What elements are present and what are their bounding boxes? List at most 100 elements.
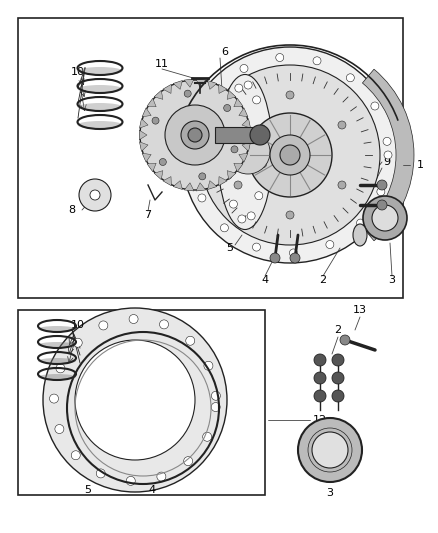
Polygon shape [163, 176, 171, 186]
Ellipse shape [353, 224, 367, 246]
Polygon shape [154, 90, 163, 99]
Circle shape [223, 136, 231, 144]
Polygon shape [184, 183, 194, 191]
Circle shape [184, 90, 191, 97]
Circle shape [99, 321, 108, 330]
Text: 10: 10 [71, 320, 85, 330]
Circle shape [165, 105, 225, 165]
Text: 7: 7 [145, 210, 152, 220]
Circle shape [231, 146, 238, 153]
Polygon shape [196, 79, 206, 87]
Text: 13: 13 [353, 305, 367, 315]
Polygon shape [239, 108, 248, 117]
Polygon shape [242, 119, 251, 128]
Polygon shape [173, 80, 182, 90]
Text: 12: 12 [313, 415, 327, 425]
Circle shape [247, 212, 255, 220]
Circle shape [259, 160, 267, 168]
Circle shape [90, 190, 100, 200]
Polygon shape [243, 130, 251, 140]
Circle shape [363, 196, 407, 240]
Circle shape [250, 125, 270, 145]
Circle shape [75, 340, 195, 460]
Circle shape [186, 336, 195, 345]
Circle shape [332, 390, 344, 402]
Circle shape [252, 243, 261, 251]
Circle shape [79, 179, 111, 211]
Circle shape [230, 200, 237, 208]
Polygon shape [227, 171, 236, 180]
Circle shape [181, 121, 209, 149]
Circle shape [377, 188, 385, 196]
Circle shape [377, 180, 387, 190]
Circle shape [332, 372, 344, 384]
Text: 3: 3 [326, 488, 333, 498]
Polygon shape [173, 181, 182, 190]
Circle shape [224, 104, 231, 111]
Circle shape [188, 158, 196, 166]
Text: 4: 4 [148, 485, 155, 495]
Circle shape [159, 320, 169, 329]
Circle shape [372, 205, 398, 231]
Text: 2: 2 [335, 325, 342, 335]
Circle shape [270, 135, 310, 175]
Ellipse shape [38, 342, 76, 348]
Circle shape [286, 91, 294, 99]
Circle shape [56, 364, 65, 373]
Text: 9: 9 [383, 157, 391, 167]
Circle shape [227, 104, 235, 112]
Circle shape [220, 224, 229, 232]
Circle shape [198, 194, 206, 202]
Circle shape [312, 432, 348, 468]
Circle shape [313, 57, 321, 65]
Circle shape [270, 253, 280, 263]
Bar [18, 310, 265, 495]
Polygon shape [184, 79, 194, 87]
Circle shape [226, 130, 270, 174]
Text: 2: 2 [319, 275, 327, 285]
Circle shape [290, 249, 297, 257]
Text: 4: 4 [261, 275, 268, 285]
Circle shape [234, 121, 242, 129]
Circle shape [332, 354, 344, 366]
Text: 1: 1 [417, 160, 424, 170]
Polygon shape [139, 119, 148, 128]
Ellipse shape [38, 374, 76, 380]
Polygon shape [239, 153, 248, 162]
Circle shape [193, 120, 201, 128]
Polygon shape [196, 183, 206, 191]
Circle shape [235, 84, 243, 92]
Ellipse shape [38, 358, 76, 364]
Circle shape [204, 361, 213, 370]
Bar [18, 18, 403, 298]
Text: 6: 6 [222, 47, 229, 57]
Circle shape [188, 128, 202, 142]
Circle shape [71, 451, 80, 460]
Circle shape [314, 390, 326, 402]
Circle shape [276, 53, 284, 61]
Circle shape [126, 477, 135, 486]
Circle shape [314, 372, 326, 384]
Circle shape [248, 113, 332, 197]
Circle shape [159, 158, 166, 166]
Polygon shape [147, 98, 156, 107]
Text: 8: 8 [68, 205, 76, 215]
Polygon shape [234, 163, 243, 172]
Circle shape [203, 432, 212, 441]
Circle shape [383, 138, 391, 146]
Circle shape [184, 457, 193, 466]
Circle shape [371, 102, 379, 110]
Text: 11: 11 [155, 59, 169, 69]
Circle shape [212, 391, 220, 400]
Circle shape [298, 418, 362, 482]
Circle shape [211, 88, 219, 96]
Polygon shape [227, 90, 236, 99]
Wedge shape [362, 69, 414, 241]
Circle shape [199, 173, 206, 180]
Polygon shape [208, 181, 217, 190]
Polygon shape [163, 84, 171, 93]
Polygon shape [154, 171, 163, 180]
Circle shape [96, 469, 105, 478]
Polygon shape [142, 153, 151, 162]
Polygon shape [208, 80, 217, 90]
